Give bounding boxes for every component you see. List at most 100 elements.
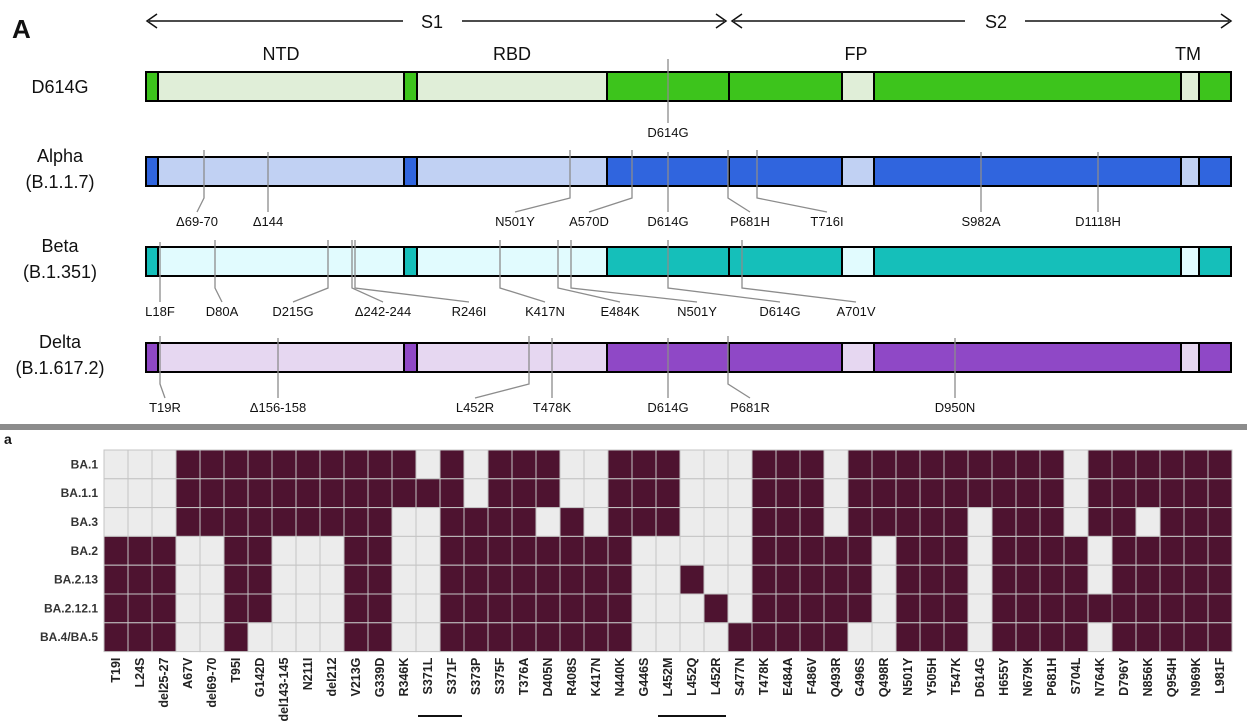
heatmap-cell — [919, 449, 945, 480]
heatmap-cell — [223, 535, 249, 566]
heatmap-cell — [175, 622, 201, 653]
heatmap-cell — [631, 535, 657, 566]
heatmap-cell — [151, 478, 177, 509]
heatmap-cell — [631, 622, 657, 653]
heatmap-cell — [535, 593, 561, 624]
mutation-pin-line — [570, 240, 698, 303]
heatmap-cell — [367, 449, 393, 480]
heatmap-column-label: del143-145 — [277, 658, 291, 722]
heatmap-cell — [535, 535, 561, 566]
heatmap-column-label: Y505H — [925, 658, 939, 696]
heatmap-row-label: BA.1.1 — [61, 486, 99, 500]
heatmap-cell — [823, 507, 849, 537]
spike-domain-segment — [1180, 156, 1200, 187]
heatmap-cell — [391, 449, 417, 480]
heatmap-svg: a BA.1 BA.1.1 BA.3 BA.2 BA.2.13 BA.2.12.1 BA.4… — [4, 431, 1233, 722]
spike-domain-segment — [1180, 342, 1200, 373]
heatmap-cell — [847, 449, 873, 480]
heatmap-cell — [463, 564, 489, 595]
heatmap-cell — [679, 449, 705, 480]
heatmap-column-label: N679K — [1021, 658, 1035, 697]
heatmap-cell — [679, 564, 705, 595]
heatmap-column-label: L981F — [1213, 657, 1227, 693]
heatmap-cell — [127, 564, 153, 595]
spike-domain-segment — [403, 156, 418, 187]
heatmap-cell — [727, 593, 753, 624]
heatmap-cell — [751, 449, 777, 480]
heatmap-cell — [127, 593, 153, 624]
mutation-label: K417N — [525, 304, 565, 319]
heatmap-cell — [1159, 535, 1185, 566]
heatmap-column-label: T376A — [517, 658, 531, 696]
heatmap-cell — [415, 564, 441, 595]
heatmap-column-label: T547K — [949, 658, 963, 696]
heatmap-cell — [415, 593, 441, 624]
mutation-pin-line — [557, 240, 621, 303]
heatmap-cell — [247, 507, 273, 537]
spike-domain-segment — [403, 71, 418, 102]
heatmap-cell — [367, 564, 393, 595]
heatmap-cell — [775, 478, 801, 509]
heatmap-cell — [439, 507, 465, 537]
heatmap-cell — [151, 593, 177, 624]
heatmap-cell — [343, 564, 369, 595]
heatmap-column-label: E484A — [781, 658, 795, 696]
heatmap-cell — [295, 478, 321, 509]
heatmap-cell — [103, 507, 129, 537]
heatmap-cell — [103, 622, 129, 653]
heatmap-cell — [655, 478, 681, 509]
heatmap-column-label: L24S — [133, 658, 147, 688]
heatmap-cell — [727, 564, 753, 595]
heatmap-cell — [871, 535, 897, 566]
heatmap-cell — [799, 478, 825, 509]
variant-name: (B.1.1.7) — [25, 172, 94, 192]
heatmap-cell — [895, 449, 921, 480]
heatmap-cell — [463, 535, 489, 566]
heatmap-cell — [151, 449, 177, 480]
variant-row: D614G — [31, 59, 1232, 123]
spike-domain-segment — [157, 156, 405, 187]
heatmap-cell — [1111, 564, 1137, 595]
heatmap-cell — [823, 622, 849, 653]
heatmap-cell — [583, 535, 609, 566]
heatmap-cell — [847, 507, 873, 537]
heatmap-cell — [967, 622, 993, 653]
heatmap-row-label: BA.4/BA.5 — [40, 630, 98, 644]
heatmap-cell — [727, 449, 753, 480]
heatmap-column-label: del69-70 — [205, 658, 219, 708]
mutation-pin-line — [741, 240, 857, 303]
mutation-pin-line — [474, 336, 530, 399]
heatmap-cell — [199, 593, 225, 624]
heatmap-cell — [1111, 622, 1137, 653]
heatmap-cell — [823, 478, 849, 509]
heatmap-cell — [271, 564, 297, 595]
heatmap-cell — [511, 507, 537, 537]
heatmap-cell — [103, 478, 129, 509]
spike-domain-segment — [145, 156, 159, 187]
spike-domain-segment — [728, 246, 843, 277]
heatmap-cell — [391, 507, 417, 537]
spike-domain-segment — [1198, 71, 1232, 102]
heatmap-cell — [127, 449, 153, 480]
heatmap-cell — [847, 478, 873, 509]
heatmap-cell — [511, 449, 537, 480]
heatmap-cell — [1207, 507, 1233, 537]
heatmap-cell — [799, 564, 825, 595]
heatmap-cell — [703, 507, 729, 537]
spike-domain-segment — [403, 246, 418, 277]
heatmap-cell — [319, 507, 345, 537]
spike-domain-segment — [841, 246, 875, 277]
mutation-label: D950N — [935, 400, 975, 415]
heatmap-cell — [631, 478, 657, 509]
heatmap-cell — [655, 622, 681, 653]
heatmap-cell — [871, 564, 897, 595]
heatmap-cell — [1015, 449, 1041, 480]
heatmap-cell — [343, 449, 369, 480]
heatmap-cell — [631, 593, 657, 624]
heatmap-cell — [703, 593, 729, 624]
heatmap-cell — [271, 593, 297, 624]
panel-a-letter: A — [12, 14, 31, 44]
heatmap-cell — [103, 593, 129, 624]
heatmap-cell — [1135, 622, 1161, 653]
heatmap-cell — [679, 622, 705, 653]
